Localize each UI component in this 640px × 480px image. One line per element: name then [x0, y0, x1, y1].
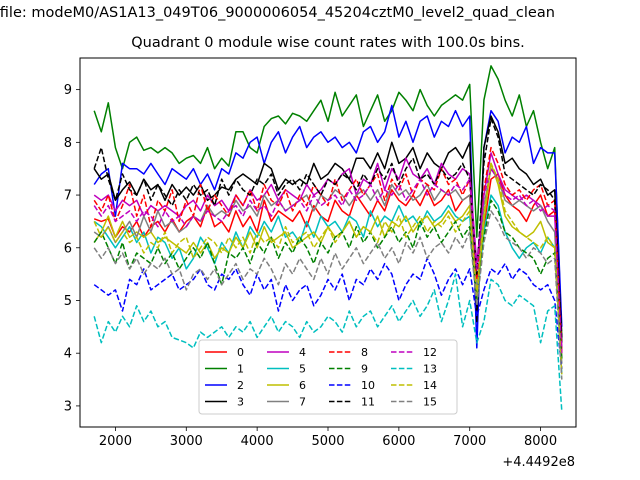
- x-tick-label: 4000: [241, 434, 274, 449]
- legend-label-9: 9: [361, 363, 368, 376]
- legend-label-4: 4: [299, 346, 306, 359]
- legend-label-2: 2: [237, 379, 244, 392]
- legend-label-11: 11: [361, 396, 375, 409]
- series-line-6: [93, 162, 563, 359]
- legend-label-1: 1: [237, 363, 244, 376]
- y-tick-label: 6: [64, 241, 72, 256]
- axes-ticks: 2000 3000 4000 5000 6000 7000 8000 3 4 5 6 7 8 9: [64, 83, 557, 449]
- y-tick-label: 4: [64, 347, 72, 362]
- series-layer: [93, 65, 563, 412]
- x-tick-label: 5000: [311, 434, 344, 449]
- legend-label-7: 7: [299, 396, 306, 409]
- y-tick-label: 8: [64, 136, 72, 151]
- series-line-11: [93, 117, 563, 338]
- series-line-9: [93, 199, 563, 359]
- chart-title: Quadrant 0 module wise count rates with …: [131, 35, 525, 51]
- series-line-14: [93, 162, 563, 375]
- legend-label-10: 10: [361, 379, 375, 392]
- y-tick-label: 5: [64, 294, 72, 309]
- series-line-4: [93, 152, 563, 348]
- legend-label-12: 12: [423, 346, 437, 359]
- legend-label-13: 13: [423, 363, 437, 376]
- figure-suptitle: n file: modeM0/AS1A13_049T06_9000006054_…: [0, 5, 555, 21]
- series-line-12: [93, 167, 563, 354]
- legend-label-15: 15: [423, 396, 437, 409]
- legend-label-0: 0: [237, 346, 244, 359]
- legend-label-3: 3: [237, 396, 244, 409]
- x-tick-label: 3000: [170, 434, 203, 449]
- y-tick-label: 7: [64, 189, 72, 204]
- series-line-3: [93, 115, 563, 343]
- series-line-1: [93, 65, 563, 338]
- series-line-15: [93, 210, 563, 380]
- x-tick-label: 2000: [99, 434, 132, 449]
- y-tick-label: 9: [64, 83, 72, 98]
- x-tick-label: 7000: [453, 434, 486, 449]
- x-tick-label: 8000: [524, 434, 557, 449]
- y-tick-label: 3: [64, 399, 72, 414]
- x-offset-label: +4.4492e8: [502, 455, 575, 470]
- x-tick-label: 6000: [382, 434, 415, 449]
- legend-label-8: 8: [361, 346, 368, 359]
- series-line-10: [93, 257, 563, 370]
- legend-label-5: 5: [299, 363, 306, 376]
- legend-label-14: 14: [423, 379, 437, 392]
- legend-box: [198, 339, 458, 415]
- series-line-8: [93, 146, 563, 354]
- legend-label-6: 6: [299, 379, 306, 392]
